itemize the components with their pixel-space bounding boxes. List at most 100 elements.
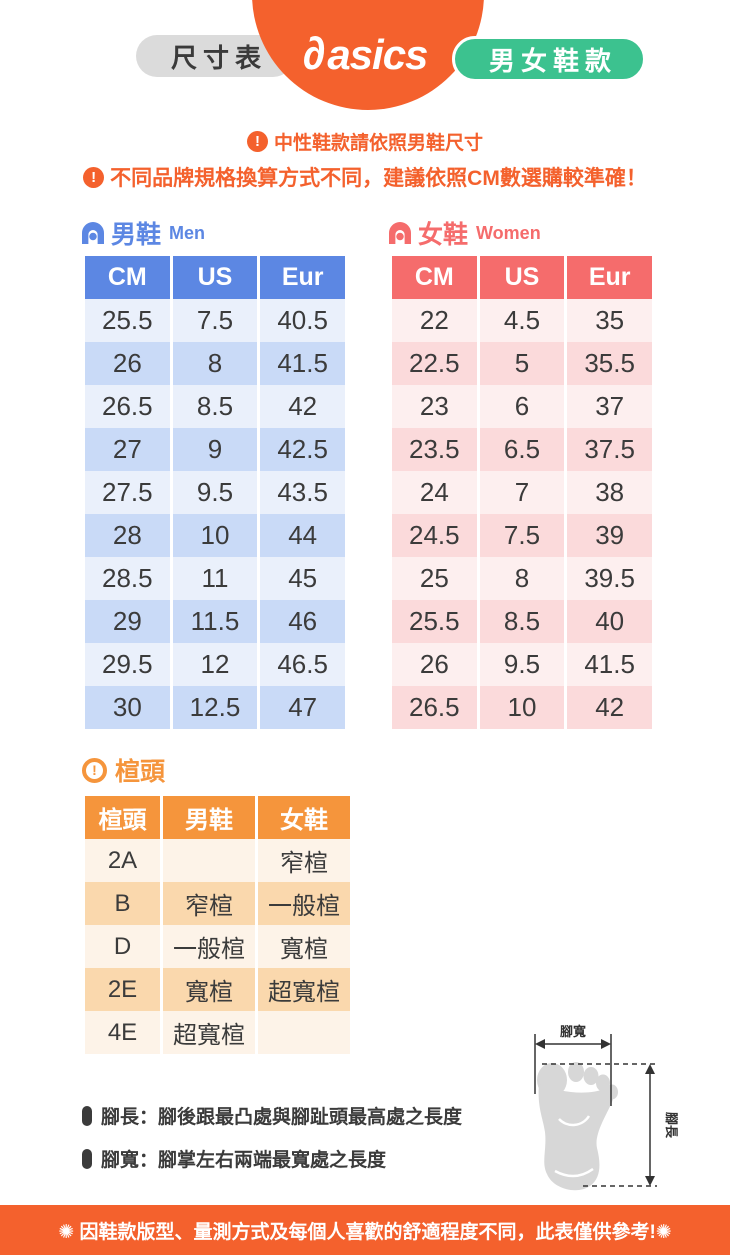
table-row: 26.5 10 42 bbox=[392, 686, 652, 729]
men-size-section: 男鞋 Men CM US Eur 25.5 7.5 40.5 26 8 41.5 26.5 8.5 4… bbox=[82, 216, 348, 729]
asics-logo-mark-icon: ∂ bbox=[302, 27, 326, 79]
table-cell: 30 bbox=[85, 686, 170, 729]
table-cell: 26 bbox=[85, 342, 170, 385]
table-cell: 40 bbox=[567, 600, 652, 643]
table-cell: 27.5 bbox=[85, 471, 170, 514]
table-cell: 37 bbox=[567, 385, 652, 428]
table-row: 2E 寬楦 超寬楦 bbox=[85, 968, 350, 1011]
table-cell: 窄楦 bbox=[163, 882, 255, 925]
table-row: 25.5 7.5 40.5 bbox=[85, 299, 345, 342]
table-cell: 窄楦 bbox=[258, 839, 350, 882]
table-row: 26 8 41.5 bbox=[85, 342, 345, 385]
table-cell: 11.5 bbox=[172, 600, 258, 643]
header-row: 楦頭 男鞋 女鞋 bbox=[85, 796, 350, 839]
header: 尺寸表 男女鞋款 ∂asics bbox=[0, 0, 730, 112]
table-cell: 8.5 bbox=[479, 600, 565, 643]
table-cell: 超寬楦 bbox=[163, 1011, 255, 1054]
table-cell: 27 bbox=[85, 428, 170, 471]
table-cell: 47 bbox=[260, 686, 345, 729]
table-cell: 42 bbox=[567, 686, 652, 729]
women-title-en: Women bbox=[476, 222, 541, 243]
table-cell: D bbox=[85, 925, 160, 968]
table-cell: 6.5 bbox=[479, 428, 565, 471]
table-cell bbox=[258, 1011, 350, 1054]
table-cell: 39.5 bbox=[567, 557, 652, 600]
table-cell: 25.5 bbox=[392, 600, 477, 643]
table-cell: 40.5 bbox=[260, 299, 345, 342]
table-cell: 4E bbox=[85, 1011, 160, 1054]
table-cell: 28.5 bbox=[85, 557, 170, 600]
table-cell: 29 bbox=[85, 600, 170, 643]
notice-brand-difference: ! 不同品牌規格換算方式不同，建議依照CM數選購較準確！ bbox=[0, 162, 730, 192]
column-header: US bbox=[479, 256, 565, 299]
table-cell: 23 bbox=[392, 385, 477, 428]
table-cell: 9.5 bbox=[479, 643, 565, 686]
footprint-illustration: 腳寬 腳長 bbox=[534, 1024, 679, 1191]
table-cell: 45 bbox=[260, 557, 345, 600]
table-row: 27 9 42.5 bbox=[85, 428, 345, 471]
measurement-notes: 腳長：腳後跟最凸處與腳趾頭最高處之長度 腳寬：腳掌左右兩端最寬處之長度 bbox=[82, 1102, 730, 1172]
table-row: D 一般楦 寬楦 bbox=[85, 925, 350, 968]
table-cell: 超寬楦 bbox=[258, 968, 350, 1011]
foot-width-label: 腳寬 bbox=[560, 1024, 586, 1039]
table-cell: 11 bbox=[172, 557, 258, 600]
table-cell: 12 bbox=[172, 643, 258, 686]
table-cell: 42.5 bbox=[260, 428, 345, 471]
table-row: 28 10 44 bbox=[85, 514, 345, 557]
table-cell: 24.5 bbox=[392, 514, 477, 557]
table-cell: 39 bbox=[567, 514, 652, 557]
foot-width-note-text: 腳寬：腳掌左右兩端最寬處之長度 bbox=[101, 1150, 387, 1171]
men-title-zh: 男鞋 bbox=[111, 221, 162, 249]
table-cell: 22 bbox=[392, 299, 477, 342]
header-row: CM US Eur bbox=[85, 256, 345, 299]
column-header: CM bbox=[85, 256, 170, 299]
table-cell: 23.5 bbox=[392, 428, 477, 471]
table-row: 23 6 37 bbox=[392, 385, 652, 428]
table-cell: 寬楦 bbox=[258, 925, 350, 968]
man-icon bbox=[82, 222, 104, 244]
table-row: 29 11.5 46 bbox=[85, 600, 345, 643]
table-cell: 6 bbox=[479, 385, 565, 428]
table-cell: 26 bbox=[392, 643, 477, 686]
table-cell: 29.5 bbox=[85, 643, 170, 686]
table-row: 22.5 5 35.5 bbox=[392, 342, 652, 385]
table-cell: 寬楦 bbox=[163, 968, 255, 1011]
table-cell: 41.5 bbox=[260, 342, 345, 385]
foot-measurement-diagram: 腳寬 腳長 bbox=[497, 1022, 712, 1200]
table-cell: 8 bbox=[172, 342, 258, 385]
table-cell: 一般楦 bbox=[163, 925, 255, 968]
table-cell: 24 bbox=[392, 471, 477, 514]
men-section-title: 男鞋 Men bbox=[82, 216, 348, 250]
notice-brand-difference-text: 不同品牌規格換算方式不同，建議依照CM數選購較準確！ bbox=[110, 167, 647, 190]
size-tables: 男鞋 Men CM US Eur 25.5 7.5 40.5 26 8 41.5 26.5 8.5 4… bbox=[0, 216, 730, 729]
category-label: 男女鞋款 bbox=[488, 45, 617, 76]
table-row: 25.5 8.5 40 bbox=[392, 600, 652, 643]
table-row: 25 8 39.5 bbox=[392, 557, 652, 600]
notice-unisex-text: 中性鞋款請依照男鞋尺寸 bbox=[273, 133, 483, 154]
last-width-section: ! 楦頭 楦頭 男鞋 女鞋 2A 窄楦 B 窄楦 一般楦 D 一般楦 寬楦 2E 寬楦 超寬楦 4E 超寬楦 bbox=[0, 753, 730, 1054]
table-cell: 28 bbox=[85, 514, 170, 557]
table-row: 27.5 9.5 43.5 bbox=[85, 471, 345, 514]
column-header: CM bbox=[392, 256, 477, 299]
table-cell: 9.5 bbox=[172, 471, 258, 514]
table-cell: 8 bbox=[479, 557, 565, 600]
women-size-table: CM US Eur 22 4.5 35 22.5 5 35.5 23 6 37 23.5 6.5 37.5 2… bbox=[389, 256, 655, 729]
table-cell: 10 bbox=[479, 686, 565, 729]
table-cell: 12.5 bbox=[172, 686, 258, 729]
table-cell: B bbox=[85, 882, 160, 925]
alert-icon: ! bbox=[246, 131, 268, 152]
table-cell: 41.5 bbox=[567, 643, 652, 686]
table-row: 24.5 7.5 39 bbox=[392, 514, 652, 557]
column-header: 男鞋 bbox=[163, 796, 255, 839]
table-row: 24 7 38 bbox=[392, 471, 652, 514]
asics-logo: ∂asics bbox=[0, 26, 730, 80]
men-size-table: CM US Eur 25.5 7.5 40.5 26 8 41.5 26.5 8.5 42 27 9 42.… bbox=[82, 256, 348, 729]
table-cell: 25.5 bbox=[85, 299, 170, 342]
column-header: Eur bbox=[567, 256, 652, 299]
size-chart-title: 尺寸表 bbox=[170, 42, 267, 73]
table-cell: 38 bbox=[567, 471, 652, 514]
column-header: 楦頭 bbox=[85, 796, 160, 839]
women-section-title: 女鞋 Women bbox=[389, 216, 655, 250]
table-cell: 44 bbox=[260, 514, 345, 557]
